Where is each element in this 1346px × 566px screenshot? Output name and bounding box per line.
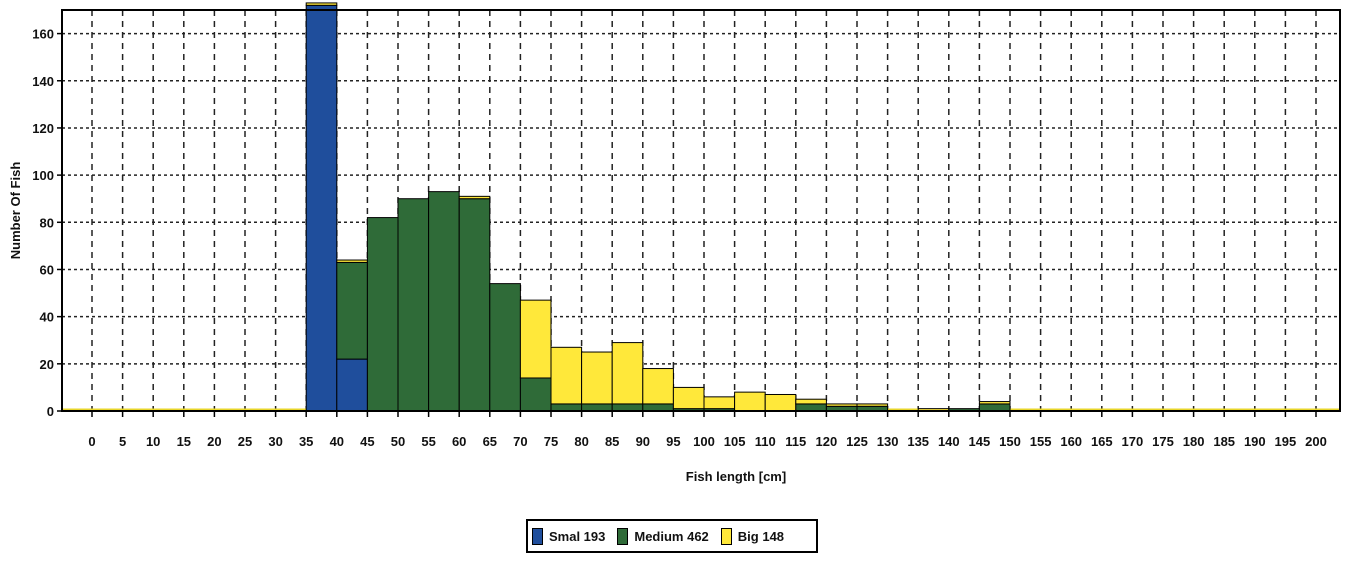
legend-item-big: Big 148 xyxy=(720,527,785,545)
y-tick-label: 0 xyxy=(47,404,54,419)
y-tick-label: 100 xyxy=(32,168,54,183)
y-tick-label: 140 xyxy=(32,74,54,89)
bar-medium-45 xyxy=(366,217,399,412)
y-tick-label: 160 xyxy=(32,27,54,42)
x-tick-label: 45 xyxy=(360,434,374,449)
x-tick-label: 15 xyxy=(177,434,191,449)
legend-item-medium: Medium 462 xyxy=(617,527,709,545)
y-tick-label: 60 xyxy=(40,262,54,277)
bar-medium-115 xyxy=(795,403,827,412)
x-tick-label: 155 xyxy=(1030,434,1052,449)
x-tick-label: 100 xyxy=(693,434,715,449)
bar-big-80 xyxy=(581,351,613,405)
bars xyxy=(62,2,1340,412)
x-tick-label: 175 xyxy=(1152,434,1174,449)
bar-medium-50 xyxy=(397,198,430,412)
x-tick-label: 125 xyxy=(846,434,868,449)
x-tick-label: 105 xyxy=(724,434,746,449)
y-tick-label: 40 xyxy=(40,310,54,325)
grid-lines xyxy=(62,10,1340,411)
x-tick-label: 200 xyxy=(1305,434,1327,449)
bar-big-120 xyxy=(825,403,858,407)
bar-big-85 xyxy=(611,342,644,405)
x-tick-label: 80 xyxy=(574,434,588,449)
x-tick-label: 185 xyxy=(1213,434,1235,449)
x-tick-label: 135 xyxy=(907,434,929,449)
bar-medium-75 xyxy=(550,403,583,412)
bar-medium-60 xyxy=(458,198,491,412)
x-tick-label: 20 xyxy=(207,434,221,449)
x-tick-label: 25 xyxy=(238,434,252,449)
bar-big-110 xyxy=(764,393,797,412)
x-tick-label: 195 xyxy=(1275,434,1297,449)
x-tick-label: 65 xyxy=(483,434,497,449)
bar-small-40 xyxy=(336,358,368,412)
bar-medium-80 xyxy=(581,403,613,412)
x-tick-label: 190 xyxy=(1244,434,1266,449)
bar-medium-90 xyxy=(642,403,674,412)
x-tick-label: 30 xyxy=(268,434,282,449)
x-axis-label: Fish length [cm] xyxy=(686,469,786,484)
bar-big-75 xyxy=(550,346,583,405)
bar-medium-65 xyxy=(489,283,521,412)
x-tick-label: 130 xyxy=(877,434,899,449)
x-tick-label: 60 xyxy=(452,434,466,449)
x-tick-label: 165 xyxy=(1091,434,1113,449)
y-axis-ticks: 0 20 40 60 80 100 120 140 160 xyxy=(32,27,62,419)
plot-frame xyxy=(61,9,1341,412)
x-tick-label: 0 xyxy=(88,434,95,449)
x-tick-label: 180 xyxy=(1183,434,1205,449)
bar-big-100 xyxy=(703,396,736,410)
legend-swatch-small xyxy=(532,527,543,545)
bar-medium-40 xyxy=(336,261,368,360)
x-tick-label: 10 xyxy=(146,434,160,449)
bar-small-35 xyxy=(305,4,338,412)
x-tick-label: 5 xyxy=(119,434,126,449)
legend-label-medium: Medium 462 xyxy=(634,528,709,544)
y-tick-label: 20 xyxy=(40,357,54,372)
x-tick-label: 170 xyxy=(1122,434,1144,449)
x-tick-label: 50 xyxy=(391,434,405,449)
x-tick-label: 85 xyxy=(605,434,619,449)
x-tick-label: 145 xyxy=(969,434,991,449)
bar-big-35 xyxy=(305,2,338,6)
x-tick-label: 160 xyxy=(1060,434,1082,449)
legend-label-small: Smal 193 xyxy=(549,528,606,544)
legend-item-small: Smal 193 xyxy=(532,527,606,545)
bar-big-60 xyxy=(458,195,491,200)
x-tick-label: 70 xyxy=(513,434,527,449)
x-tick-label: 90 xyxy=(636,434,650,449)
y-tick-label: 120 xyxy=(32,121,54,136)
x-tick-label: 115 xyxy=(785,434,806,449)
y-tick-label: 80 xyxy=(40,215,54,230)
x-tick-label: 55 xyxy=(421,434,435,449)
legend: Smal 193 Medium 462 Big 148 xyxy=(526,519,818,553)
x-tick-label: 40 xyxy=(330,434,344,449)
x-tick-label: 75 xyxy=(544,434,558,449)
x-tick-label: 120 xyxy=(816,434,838,449)
x-tick-label: 95 xyxy=(666,434,680,449)
y-axis-label: Number Of Fish xyxy=(8,162,23,260)
legend-swatch-medium xyxy=(617,527,629,545)
bar-medium-70 xyxy=(519,377,552,412)
bar-big-90 xyxy=(642,368,674,405)
legend-label-big: Big 148 xyxy=(737,528,785,544)
bar-big-95 xyxy=(672,386,705,410)
bar-big-115 xyxy=(795,398,827,405)
bar-big-70 xyxy=(519,299,552,379)
bar-medium-55 xyxy=(428,191,460,412)
x-tick-label: 150 xyxy=(999,434,1021,449)
legend-swatch-big xyxy=(720,527,732,545)
x-axis-ticks: 0 5 10 15 20 25 30 35 40 45 50 55 60 65 70 75 80 85 90 95 10… xyxy=(88,411,1327,449)
x-tick-label: 35 xyxy=(299,434,313,449)
bar-big-145 xyxy=(978,401,1011,405)
x-tick-label: 110 xyxy=(755,434,776,449)
bar-medium-145 xyxy=(978,403,1011,412)
bar-medium-85 xyxy=(611,403,644,412)
bar-big-105 xyxy=(734,391,766,412)
bar-big-40 xyxy=(336,259,368,263)
x-tick-label: 140 xyxy=(938,434,960,449)
bar-big-125 xyxy=(856,403,889,407)
